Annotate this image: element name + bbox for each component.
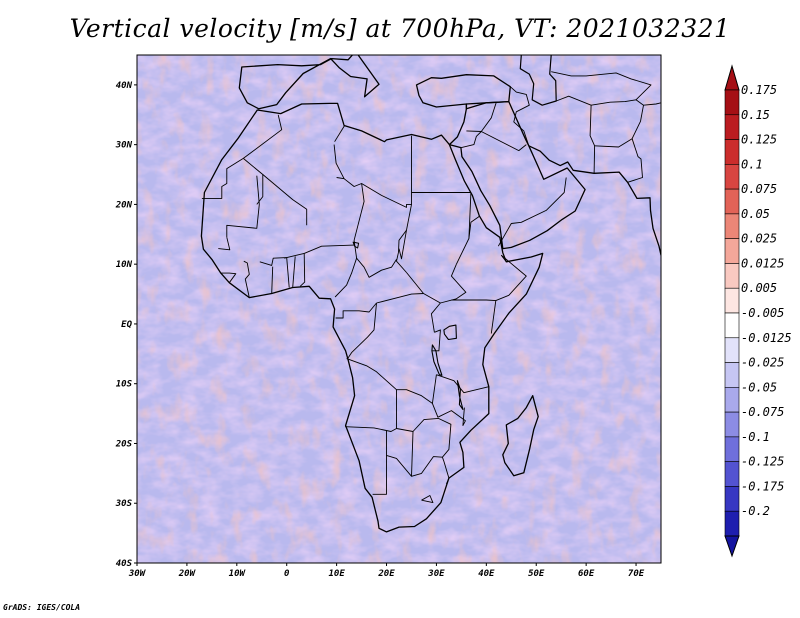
y-tick-label-7: 30S <box>115 499 133 509</box>
colorbar-swatch-3 <box>724 164 740 190</box>
y-tick-label-2: 20N <box>115 200 133 210</box>
x-axis-ticks: 30W 20W 10W 0 10E 20E 30E 40E 50E 60E 70E <box>128 563 645 579</box>
colorbar-swatch-2 <box>724 139 740 165</box>
colorbar-swatch-4 <box>724 188 740 215</box>
colorbar-label-7: 0.0125 <box>741 256 784 270</box>
colorbar-label-8: 0.005 <box>741 281 777 295</box>
x-tick-label-6: 30E <box>427 569 445 579</box>
y-tick-label-5: 10S <box>116 380 133 390</box>
colorbar: 0.175 0.15 0.125 0.1 0.075 0.05 0.025 0.0125 0.0… <box>724 64 792 558</box>
colorbar-label-2: 0.125 <box>741 133 777 147</box>
colorbar-swatch-10 <box>724 337 740 363</box>
y-axis-ticks: 40N 30N 20N 10N EQ 10S 20S 30S 40S <box>115 81 137 569</box>
colorbar-label-17: -0.2 <box>741 504 770 518</box>
colorbar-swatch-5 <box>724 213 740 239</box>
colorbar-swatch-15 <box>724 461 740 487</box>
colorbar-label-6: 0.025 <box>741 232 777 246</box>
y-tick-label-0: 40N <box>116 81 133 91</box>
y-tick-label-6: 20S <box>115 439 133 449</box>
y-tick-label-4: EQ <box>121 320 132 330</box>
map-title: Vertical velocity [m/s] at 700hPa, VT: 2… <box>69 14 731 43</box>
x-tick-label-10: 70E <box>628 569 645 579</box>
x-tick-label-3: 0 <box>284 569 290 579</box>
x-tick-label-2: 10W <box>229 569 247 579</box>
plot-frame <box>136 54 662 564</box>
software-credit: GrADS: IGES/COLA <box>3 603 81 612</box>
country-borders <box>201 71 661 504</box>
colorbar-label-4: 0.075 <box>741 182 777 196</box>
colorbar-bottom-arrow <box>724 535 740 558</box>
colorbar-label-5: 0.05 <box>741 207 770 221</box>
colorbar-swatch-6 <box>724 238 740 264</box>
colorbar-label-16: -0.175 <box>741 479 784 493</box>
field-noise-red <box>137 55 661 563</box>
y-tick-label-8: 40S <box>116 559 133 569</box>
x-tick-label-9: 60E <box>578 569 595 579</box>
colorbar-label-3: 0.1 <box>741 157 763 171</box>
plot-area <box>137 55 661 563</box>
colorbar-label-11: -0.025 <box>741 356 784 370</box>
colorbar-label-9: -0.005 <box>741 306 784 320</box>
x-tick-label-4: 10E <box>328 569 345 579</box>
colorbar-label-13: -0.075 <box>741 405 784 419</box>
colorbar-label-1: 0.15 <box>741 108 770 122</box>
colorbar-label-0: 0.175 <box>741 83 777 97</box>
y-tick-label-3: 10N <box>116 260 133 270</box>
colorbar-swatch-0 <box>724 89 740 116</box>
colorbar-label-15: -0.125 <box>741 455 784 469</box>
colorbar-swatch-14 <box>724 436 740 462</box>
colorbar-label-14: -0.1 <box>741 430 770 444</box>
colorbar-swatch-7 <box>724 263 740 289</box>
y-tick-label-1: 30N <box>115 141 133 151</box>
colorbar-swatch-8 <box>724 287 740 314</box>
colorbar-swatch-12 <box>724 387 740 413</box>
colorbar-swatch-11 <box>724 362 740 388</box>
colorbar-swatch-1 <box>724 114 740 140</box>
x-tick-label-8: 50E <box>528 569 545 579</box>
x-tick-label-0: 30W <box>128 569 147 579</box>
x-tick-label-1: 20W <box>178 569 197 579</box>
colorbar-label-10: -0.0125 <box>741 331 792 345</box>
colorbar-label-12: -0.05 <box>741 380 777 394</box>
coastlines <box>200 55 661 533</box>
colorbar-swatch-13 <box>724 411 740 438</box>
colorbar-swatch-9 <box>724 312 740 339</box>
x-tick-label-7: 40E <box>478 569 495 579</box>
colorbar-top-arrow <box>724 64 740 91</box>
x-tick-label-5: 20E <box>377 569 395 579</box>
colorbar-swatch-16 <box>724 486 740 512</box>
colorbar-swatch-17 <box>724 510 740 537</box>
